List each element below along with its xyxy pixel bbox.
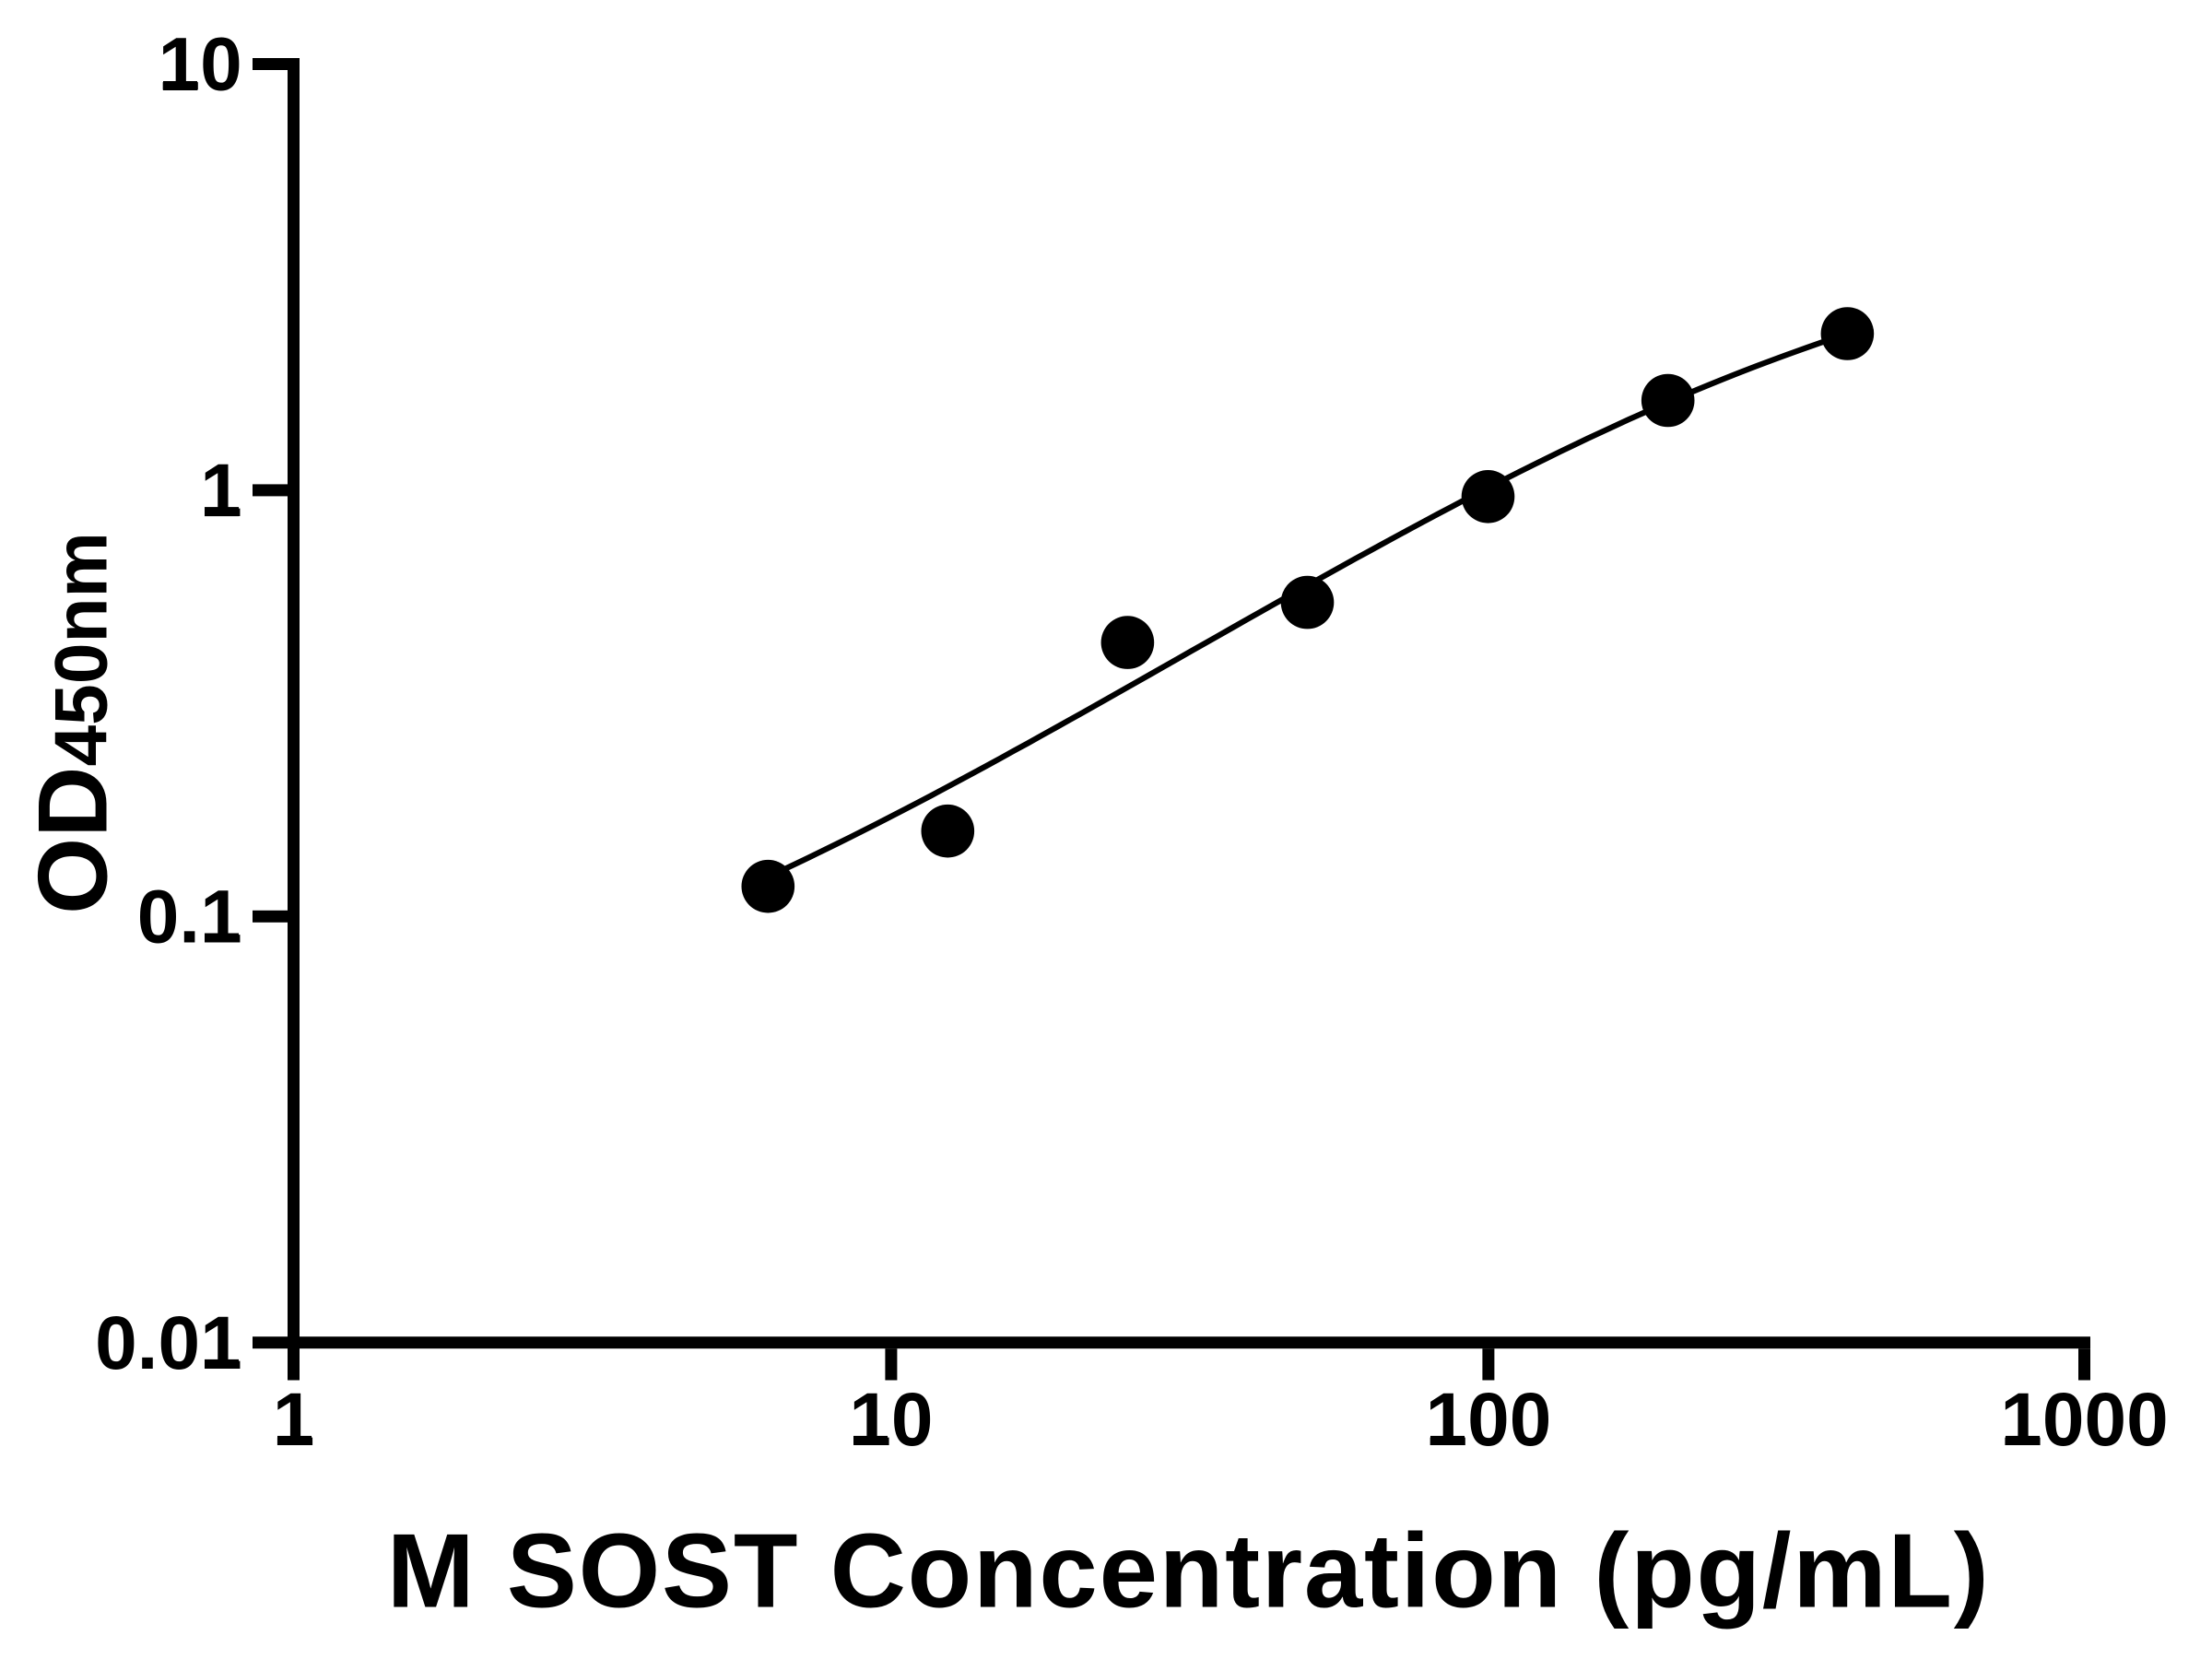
svg-text:1: 1 [200, 449, 242, 533]
svg-text:0.1: 0.1 [137, 876, 242, 959]
svg-text:10: 10 [849, 1378, 933, 1462]
svg-text:100: 100 [1425, 1378, 1551, 1462]
svg-text:10: 10 [158, 23, 241, 107]
svg-text:OD450nm: OD450nm [18, 532, 128, 914]
svg-text:M SOST Concentration (pg/mL): M SOST Concentration (pg/mL) [387, 1513, 1989, 1630]
svg-text:1000: 1000 [2000, 1378, 2168, 1462]
svg-text:0.01: 0.01 [95, 1301, 242, 1385]
svg-text:1: 1 [273, 1378, 315, 1462]
